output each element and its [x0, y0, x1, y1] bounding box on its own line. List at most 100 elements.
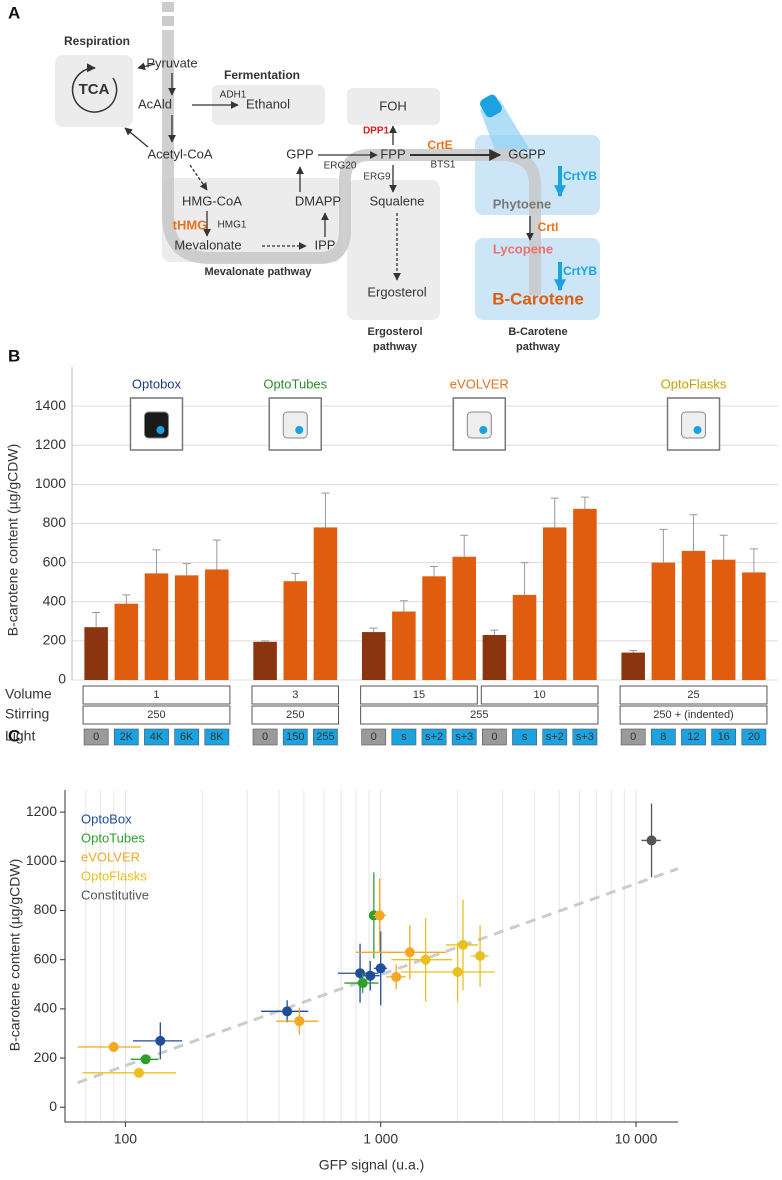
row-label: Light: [5, 728, 35, 744]
y-tick-label: 400: [34, 1000, 58, 1016]
stirring-box: [360, 705, 599, 725]
light-box: [542, 728, 568, 746]
bar: [313, 527, 338, 680]
panel-label: B: [8, 346, 20, 365]
error-bar: [689, 514, 698, 551]
label: B-Carotene: [508, 326, 567, 338]
bar: [742, 572, 766, 680]
point: [357, 978, 368, 989]
label: AcAld: [138, 96, 172, 111]
label: CrtYB: [563, 169, 597, 183]
light-label: 4K: [150, 731, 164, 743]
light-label: 0: [262, 731, 268, 743]
light-label: 0: [491, 731, 497, 743]
bar: [573, 508, 597, 680]
bar: [542, 527, 567, 680]
error-bar: [291, 572, 300, 582]
error-bar: [261, 640, 270, 642]
legend-entry: eVOLVER: [81, 849, 140, 864]
bar: [681, 550, 706, 680]
bar: [422, 576, 446, 680]
label: GGPP: [508, 146, 546, 161]
error-bar: [719, 534, 728, 560]
light-box: [252, 728, 278, 746]
label: Mevalonate pathway: [205, 266, 313, 278]
light-label: 8: [660, 731, 666, 743]
label: GPP: [286, 146, 313, 161]
bar: [711, 559, 736, 680]
box: [162, 178, 342, 262]
bar: [174, 575, 199, 680]
device-icon-light: [295, 426, 304, 434]
stirring-box: [82, 705, 231, 725]
light-box: [361, 728, 387, 746]
device-icon-light: [156, 426, 165, 434]
light-box: [282, 728, 308, 746]
error-bar: [580, 496, 589, 509]
legend-entry: OptoFlasks: [81, 868, 147, 883]
error-bar: [122, 594, 131, 604]
bar: [205, 569, 229, 680]
point: [294, 1016, 305, 1027]
group-name: Optobox: [132, 376, 182, 391]
label: CrtI: [538, 220, 559, 234]
device-icon-light: [479, 426, 488, 434]
legend-entry: OptoTubes: [81, 830, 145, 845]
label: Phytoene: [493, 196, 552, 211]
point: [355, 968, 366, 979]
y-tick-label: 800: [34, 901, 58, 917]
light-label: s: [522, 731, 528, 743]
label: FOH: [379, 98, 406, 113]
trend-line: [77, 867, 679, 1085]
error-bar: [430, 566, 439, 577]
bar: [392, 611, 416, 680]
x-tick-label: 100: [114, 1131, 138, 1147]
error-bar: [629, 650, 638, 653]
light-box: [204, 728, 230, 746]
point: [457, 939, 468, 950]
volume-box: [619, 685, 768, 705]
light-label: 150: [286, 731, 304, 743]
y-tick-label: 0: [49, 1098, 57, 1114]
volume-label: 15: [413, 689, 425, 701]
stirring-box: [619, 705, 768, 725]
y-tick-label: 1400: [35, 397, 66, 413]
y-tick-label: 200: [43, 632, 67, 648]
light-box: [451, 728, 477, 746]
label: ERG9: [363, 172, 391, 183]
group-name: OptoTubes: [263, 376, 327, 391]
x-axis-label: GFP signal (u.a.): [319, 1157, 425, 1173]
label: TCA: [79, 81, 110, 98]
label: BTS1: [430, 160, 455, 171]
y-axis-label: B-carotene content (µg/gCDW): [5, 444, 21, 636]
box: [347, 180, 440, 320]
light-box: [313, 728, 338, 746]
point: [375, 963, 386, 974]
label: Squalene: [370, 193, 425, 208]
error-bar: [369, 627, 378, 633]
stirring-label: 250: [147, 709, 165, 721]
volume-label: 3: [292, 689, 298, 701]
panel-label: A: [8, 3, 20, 22]
y-tick-label: 800: [43, 514, 67, 530]
label: ADH1: [220, 90, 247, 101]
label: HMG-CoA: [182, 193, 242, 208]
group-name: eVOLVER: [450, 376, 509, 391]
light-label: s+3: [455, 731, 473, 743]
label: DMAPP: [295, 193, 341, 208]
bar: [361, 632, 386, 680]
light-box: [482, 728, 507, 746]
error-bar: [399, 600, 408, 612]
light-label: 6K: [180, 731, 194, 743]
box: [55, 55, 133, 127]
point: [133, 1067, 144, 1078]
label: Pyruvate: [146, 55, 197, 70]
point: [452, 966, 463, 977]
pathway-dash: [162, 2, 174, 12]
row-label: Stirring: [5, 706, 49, 722]
light-box: [620, 728, 646, 746]
light-label: 20: [748, 731, 760, 743]
x-tick-label: 10 000: [615, 1131, 658, 1147]
bar: [144, 573, 169, 680]
